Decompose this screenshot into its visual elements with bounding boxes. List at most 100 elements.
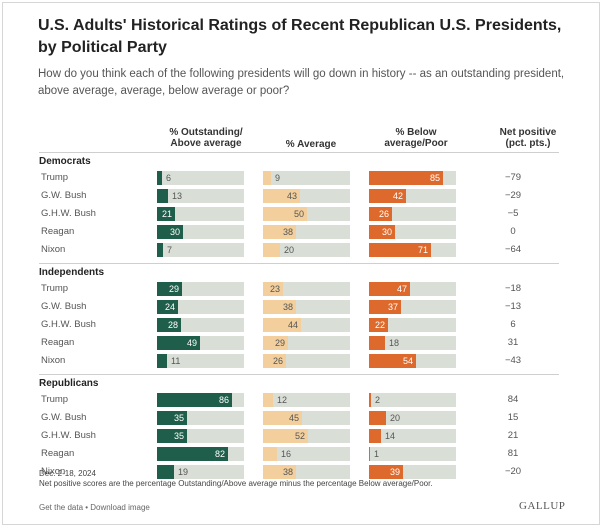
outstanding-value-label: 35	[173, 431, 184, 441]
column-header-net-line1: Net positive	[499, 127, 557, 138]
column-header-outstanding: % Outstanding/ Above average	[151, 127, 261, 149]
column-header-outstanding-line1: % Outstanding/	[169, 127, 243, 138]
outstanding-value-label: 6	[166, 173, 172, 183]
average-track: 9	[263, 171, 350, 185]
president-label: Reagan	[41, 448, 75, 459]
below-bar	[369, 393, 371, 407]
average-track: 43	[263, 189, 350, 203]
below-bar	[369, 282, 410, 296]
table-row: G.W. Bush 24 38 37 −13	[39, 299, 559, 315]
outstanding-track: 13	[157, 189, 244, 203]
below-bar	[369, 225, 395, 239]
below-bar	[369, 429, 381, 443]
table-row: G.W. Bush 13 43 42 −29	[39, 188, 559, 204]
average-track: 50	[263, 207, 350, 221]
outstanding-track: 30	[157, 225, 244, 239]
president-label: G.H.W. Bush	[41, 208, 96, 219]
below-value-label: 42	[392, 191, 403, 201]
footer-separator: •	[83, 503, 91, 512]
average-bar	[263, 429, 308, 443]
outstanding-bar	[157, 282, 182, 296]
below-value-label: 39	[389, 467, 400, 477]
net-positive-value: 15	[507, 412, 519, 423]
average-track: 52	[263, 429, 350, 443]
average-bar	[263, 393, 273, 407]
average-track: 45	[263, 411, 350, 425]
net-positive-value: −13	[504, 301, 522, 312]
average-bar	[263, 354, 286, 368]
net-positive-value: −29	[504, 190, 522, 201]
outstanding-track: 49	[157, 336, 244, 350]
table-row: Nixon 11 26 54 −43	[39, 353, 559, 369]
president-label: G.W. Bush	[41, 412, 87, 423]
below-value-label: 30	[381, 227, 392, 237]
below-track: 30	[369, 225, 456, 239]
below-track: 39	[369, 465, 456, 479]
outstanding-value-label: 28	[167, 320, 178, 330]
average-bar	[263, 243, 280, 257]
average-track: 38	[263, 300, 350, 314]
table-row: G.H.W. Bush 28 44 22 6	[39, 317, 559, 333]
average-bar	[263, 300, 296, 314]
outstanding-track: 28	[157, 318, 244, 332]
outstanding-bar	[157, 171, 162, 185]
outstanding-bar	[157, 225, 183, 239]
average-track: 26	[263, 354, 350, 368]
footnote: Net positive scores are the percentage O…	[39, 479, 433, 488]
footer-links: Get the data • Download image	[39, 503, 150, 512]
below-bar	[369, 318, 388, 332]
below-track: 26	[369, 207, 456, 221]
chart-title: U.S. Adults' Historical Ratings of Recen…	[38, 17, 562, 56]
president-label: Nixon	[41, 244, 66, 255]
average-bar	[263, 171, 271, 185]
average-value-label: 26	[272, 356, 283, 366]
average-track: 38	[263, 465, 350, 479]
outstanding-track: 7	[157, 243, 244, 257]
download-image-link[interactable]: Download image	[90, 503, 150, 512]
below-track: 54	[369, 354, 456, 368]
average-track: 44	[263, 318, 350, 332]
president-label: Reagan	[41, 337, 75, 348]
outstanding-track: 82	[157, 447, 244, 461]
outstanding-track: 86	[157, 393, 244, 407]
net-positive-value: 6	[510, 319, 516, 330]
column-header-net: Net positive (pct. pts.)	[478, 127, 578, 149]
below-bar	[369, 336, 385, 350]
below-value-label: 2	[375, 395, 381, 405]
table-row: Nixon 19 38 39 −20	[39, 464, 559, 480]
average-value-label: 23	[269, 284, 280, 294]
average-value-label: 45	[288, 413, 299, 423]
outstanding-bar	[157, 336, 200, 350]
below-bar	[369, 207, 392, 221]
president-label: Trump	[41, 283, 69, 294]
below-track: 18	[369, 336, 456, 350]
gallup-logo: GALLUP	[519, 500, 566, 512]
survey-dates: Dec. 2-18, 2024	[39, 469, 96, 478]
outstanding-value-label: 35	[173, 413, 184, 423]
average-bar	[263, 282, 283, 296]
president-label: G.W. Bush	[41, 301, 87, 312]
average-track: 12	[263, 393, 350, 407]
below-track: 85	[369, 171, 456, 185]
president-label: Reagan	[41, 226, 75, 237]
average-bar	[263, 411, 302, 425]
group-divider	[39, 374, 559, 375]
average-value-label: 38	[282, 227, 293, 237]
president-label: Nixon	[41, 466, 66, 477]
column-header-average: % Average	[256, 139, 366, 150]
get-data-link[interactable]: Get the data	[39, 503, 84, 512]
below-bar	[369, 411, 386, 425]
outstanding-bar	[157, 429, 187, 443]
net-positive-value: −20	[504, 466, 522, 477]
below-track: 20	[369, 411, 456, 425]
net-positive-value: −79	[504, 172, 522, 183]
average-bar	[263, 447, 277, 461]
average-value-label: 20	[284, 245, 295, 255]
outstanding-bar	[157, 189, 168, 203]
column-header-average-line1: % Average	[285, 139, 337, 150]
group-divider	[39, 152, 559, 153]
average-track: 20	[263, 243, 350, 257]
column-header-below-line2: average/Poor	[384, 138, 448, 149]
outstanding-value-label: 86	[218, 395, 229, 405]
outstanding-bar	[157, 318, 181, 332]
